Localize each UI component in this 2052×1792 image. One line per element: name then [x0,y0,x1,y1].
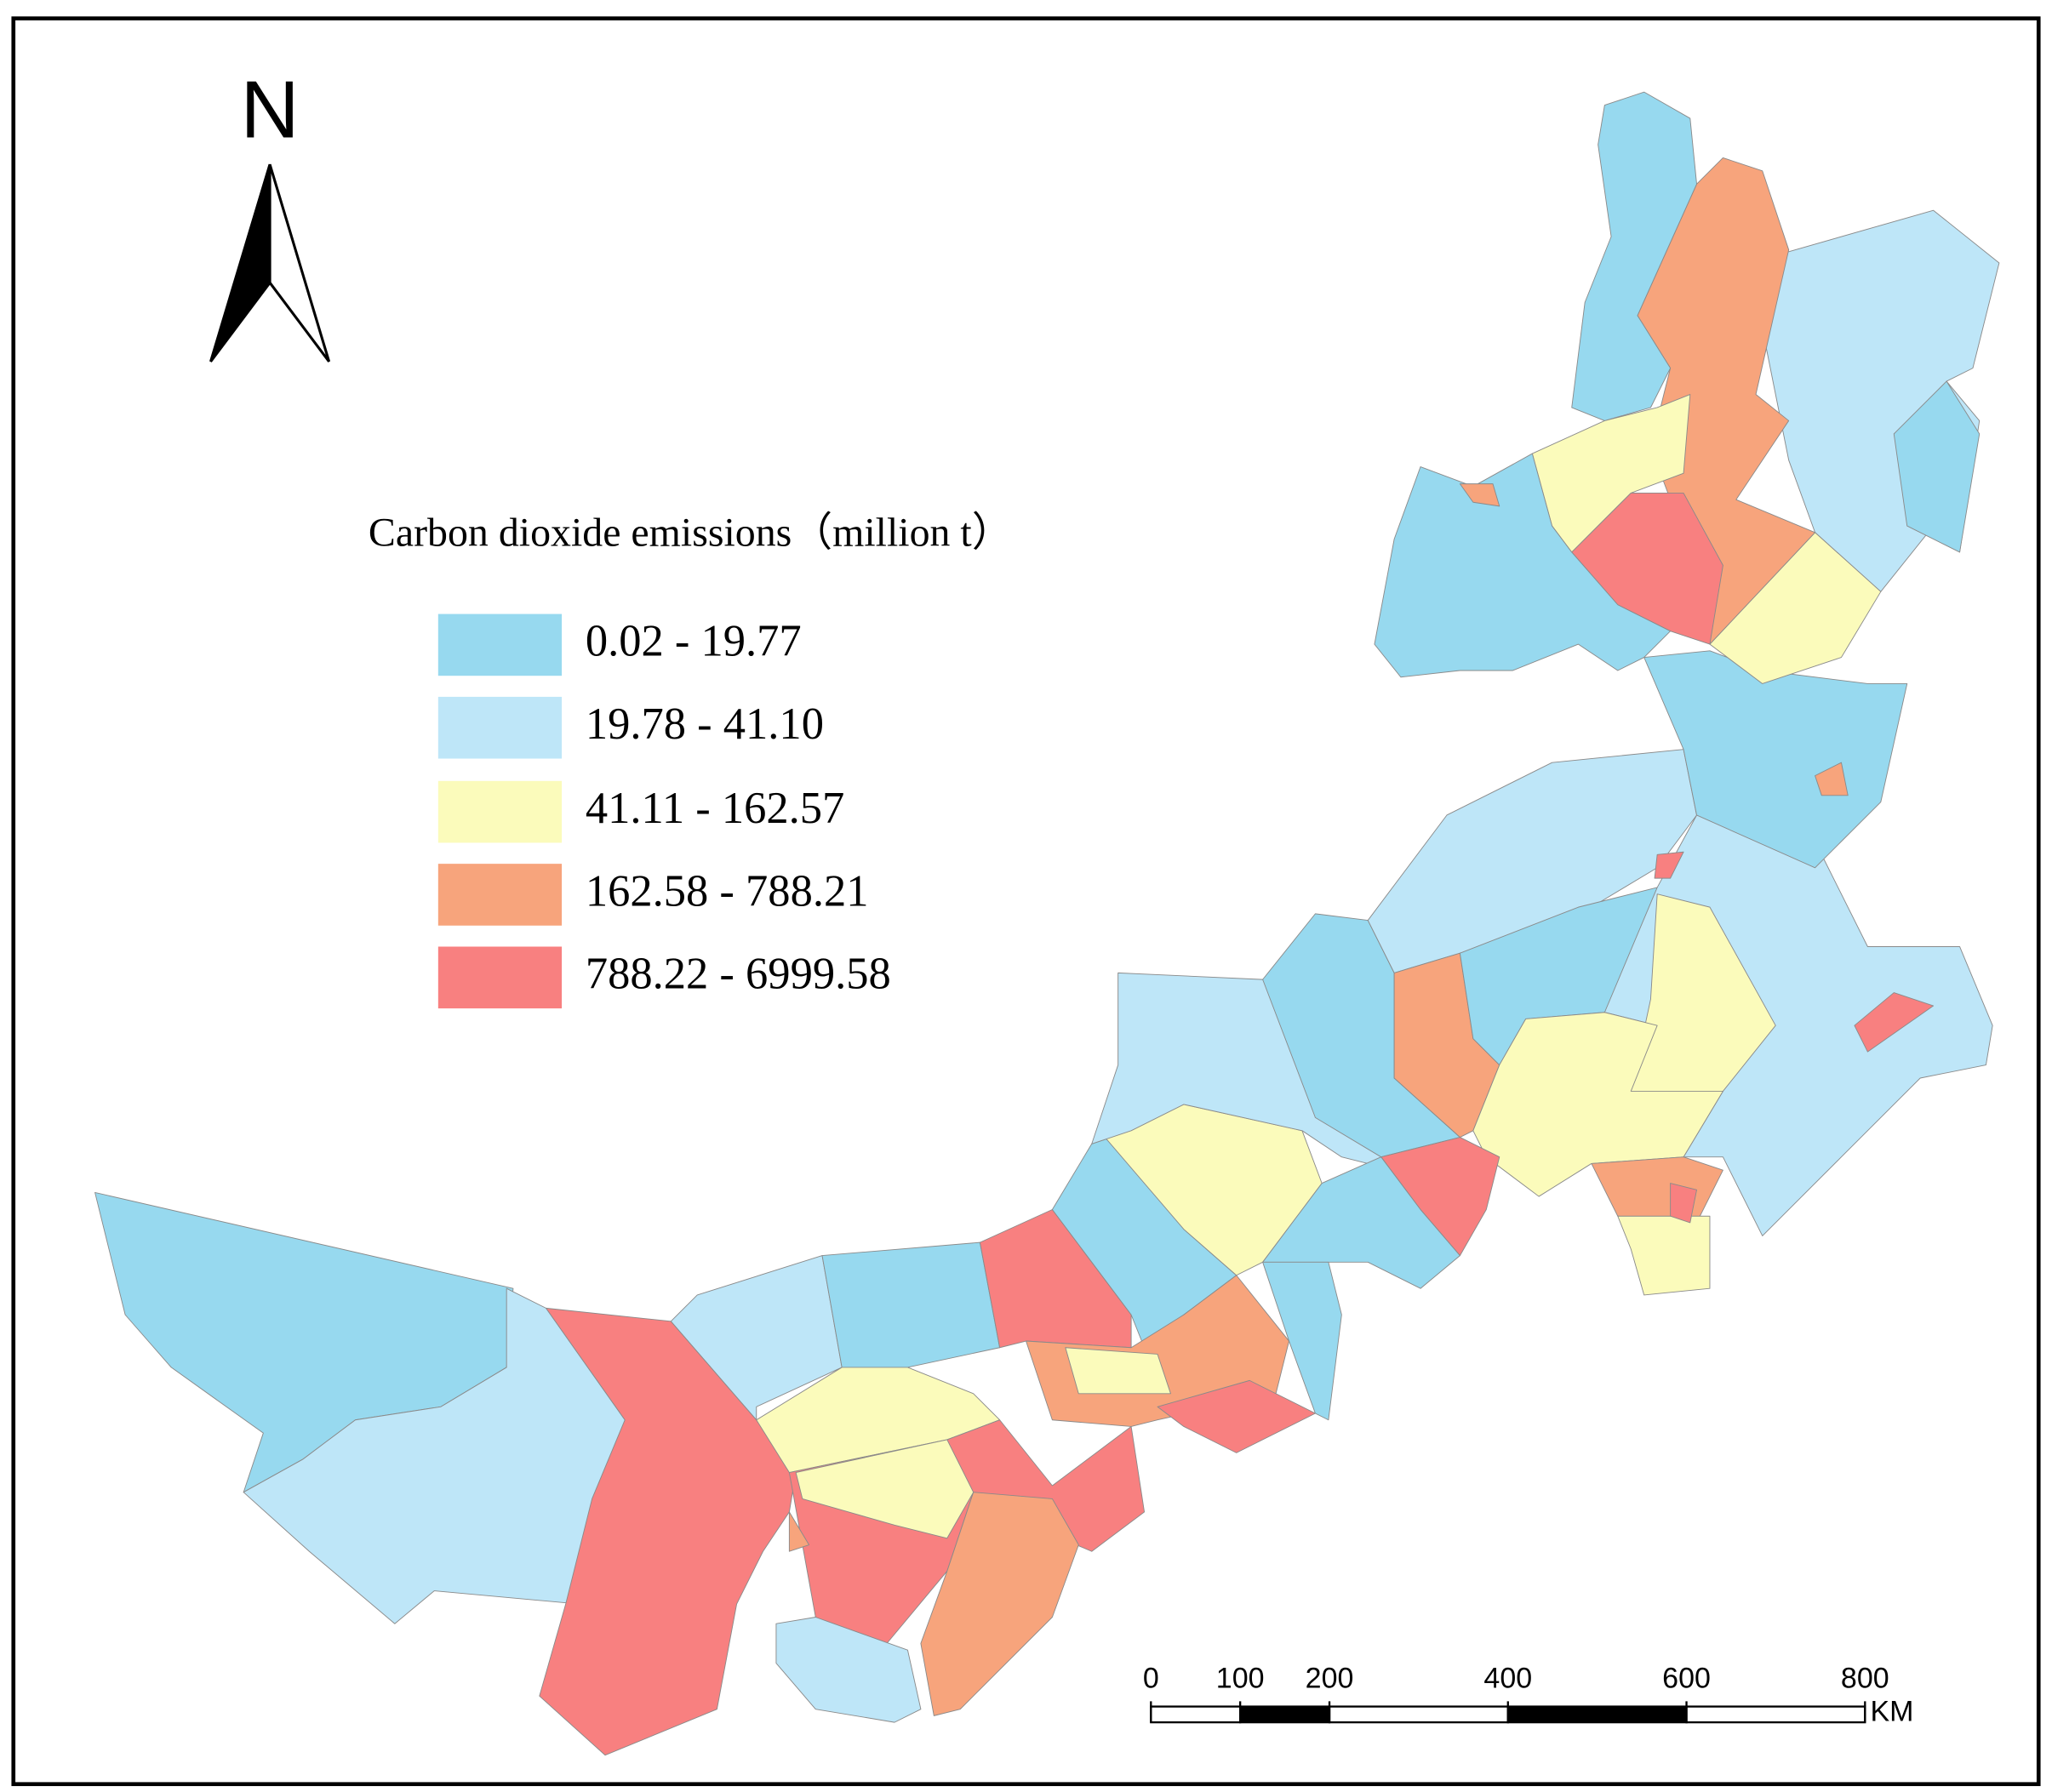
legend-swatch [437,864,563,926]
scale-tick-label: 400 [1483,1663,1532,1695]
region [1654,851,1684,879]
region [920,1492,1079,1716]
scale-tick-label: 100 [1216,1663,1265,1695]
scale-segment [1150,1705,1242,1724]
scale-tick-label: 200 [1306,1663,1354,1695]
region [1854,992,1935,1053]
region [1617,1215,1711,1296]
frame [11,16,2041,1787]
legend-swatch [437,696,563,759]
scale-segment [1506,1705,1688,1724]
region [795,1439,975,1539]
scale-unit: KM [1870,1695,1913,1727]
legend-label: 788.22 - 6999.58 [586,950,891,999]
scale-segment [1328,1705,1509,1724]
scale-tick-label: 0 [1143,1663,1159,1695]
north-arrow: N [209,64,331,362]
legend-label: 162.58 - 788.21 [586,866,869,916]
regions [94,91,2000,1756]
region [1815,762,1849,796]
region [1065,1347,1171,1395]
legend-label: 0.02 - 19.77 [586,617,802,666]
north-label: N [240,64,299,155]
region [775,1617,922,1723]
region [1157,1379,1316,1453]
region [1571,91,1697,421]
legend-swatch [437,780,563,843]
scale-tick-label: 800 [1841,1663,1889,1695]
scale-segment [1685,1705,1866,1724]
region [1374,453,1672,678]
scale-segment [1239,1705,1331,1724]
legend: Carbon dioxide emissions（million t） 0.02… [369,510,1013,1009]
arrow-right [268,163,331,362]
region [1459,483,1500,507]
legend-label: 41.11 - 162.57 [586,784,844,833]
region [788,1511,810,1552]
region [1670,1183,1697,1224]
region [1893,380,1981,553]
region [1262,1156,1460,1289]
legend-title: Carbon dioxide emissions（million t） [369,510,1013,555]
legend-swatch [437,946,563,1009]
legend-swatch [437,614,563,676]
region [821,1241,1001,1368]
scale-tick-label: 600 [1662,1663,1711,1695]
legend-label: 19.78 - 41.10 [586,699,824,749]
